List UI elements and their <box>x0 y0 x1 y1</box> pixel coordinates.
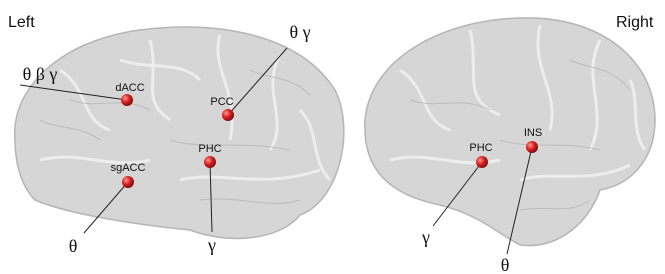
band-label: θ <box>501 255 510 274</box>
region-marker <box>526 141 538 153</box>
band-label: γ <box>421 227 430 247</box>
hemisphere-title: Right <box>616 14 654 31</box>
region-marker <box>476 156 488 168</box>
left-brain <box>15 27 344 238</box>
region-label: PHC <box>469 142 492 154</box>
hemisphere-title: Left <box>8 14 35 31</box>
region-label: PCC <box>210 96 233 108</box>
figure: Left Right dACC PCC PHC sgACC PHC INS θ … <box>0 0 665 274</box>
band-label: θ <box>69 236 78 256</box>
region-marker <box>204 156 216 168</box>
region-label: PHC <box>198 143 221 155</box>
region-marker <box>122 176 134 188</box>
region-label: INS <box>524 127 542 139</box>
right-brain <box>365 18 655 246</box>
region-label: dACC <box>115 82 144 94</box>
band-label: γ <box>207 235 216 255</box>
region-label: sgACC <box>111 162 146 174</box>
band-label: θ γ <box>289 22 310 42</box>
band-label: θ β γ <box>23 64 58 84</box>
region-marker <box>222 109 234 121</box>
region-marker <box>121 94 133 106</box>
